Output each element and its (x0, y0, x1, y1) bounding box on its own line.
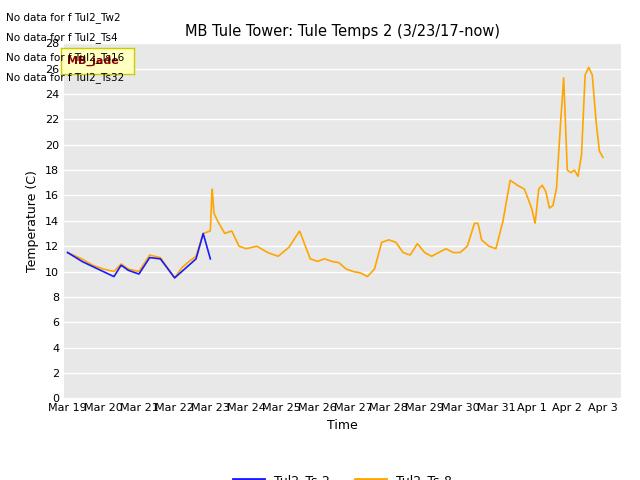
Text: MB_jade: MB_jade (67, 56, 118, 66)
Line: Tul2_Ts-2: Tul2_Ts-2 (68, 234, 211, 278)
Y-axis label: Temperature (C): Temperature (C) (26, 170, 39, 272)
Tul2_Ts-8 (291, 235, 299, 241)
X-axis label: Time: Time (327, 419, 358, 432)
Tul2_Ts-2 (199, 231, 207, 237)
Tul2_Ts-2 (171, 275, 179, 281)
Tul2_Ts-8 (599, 155, 607, 160)
Tul2_Ts-2 (168, 271, 175, 276)
Tul2_Ts-8 (105, 267, 113, 273)
Tul2_Ts-2 (207, 256, 214, 262)
Tul2_Ts-8 (585, 64, 593, 70)
Tul2_Ts-8 (302, 245, 310, 251)
Tul2_Ts-8 (127, 267, 134, 273)
Tul2_Ts-2 (81, 260, 88, 265)
Tul2_Ts-8 (64, 250, 72, 255)
Tul2_Ts-2 (154, 256, 161, 262)
Title: MB Tule Tower: Tule Temps 2 (3/23/17-now): MB Tule Tower: Tule Temps 2 (3/23/17-now… (185, 24, 500, 39)
Legend: Tul2_Ts-2, Tul2_Ts-8: Tul2_Ts-2, Tul2_Ts-8 (228, 468, 457, 480)
Tul2_Ts-8 (369, 268, 376, 274)
Tul2_Ts-8 (312, 258, 319, 264)
Tul2_Ts-8 (171, 275, 179, 281)
Text: No data for f Tul2_Ts16: No data for f Tul2_Ts16 (6, 52, 125, 63)
Text: No data for f Tul2_Ts32: No data for f Tul2_Ts32 (6, 72, 125, 84)
Tul2_Ts-2 (120, 264, 128, 270)
Tul2_Ts-2 (110, 274, 118, 279)
Tul2_Ts-2 (64, 250, 72, 255)
Text: No data for f Tul2_Tw2: No data for f Tul2_Tw2 (6, 12, 121, 23)
Line: Tul2_Ts-8: Tul2_Ts-8 (68, 67, 603, 278)
Text: No data for f Tul2_Ts4: No data for f Tul2_Ts4 (6, 32, 118, 43)
Tul2_Ts-2 (167, 270, 175, 276)
